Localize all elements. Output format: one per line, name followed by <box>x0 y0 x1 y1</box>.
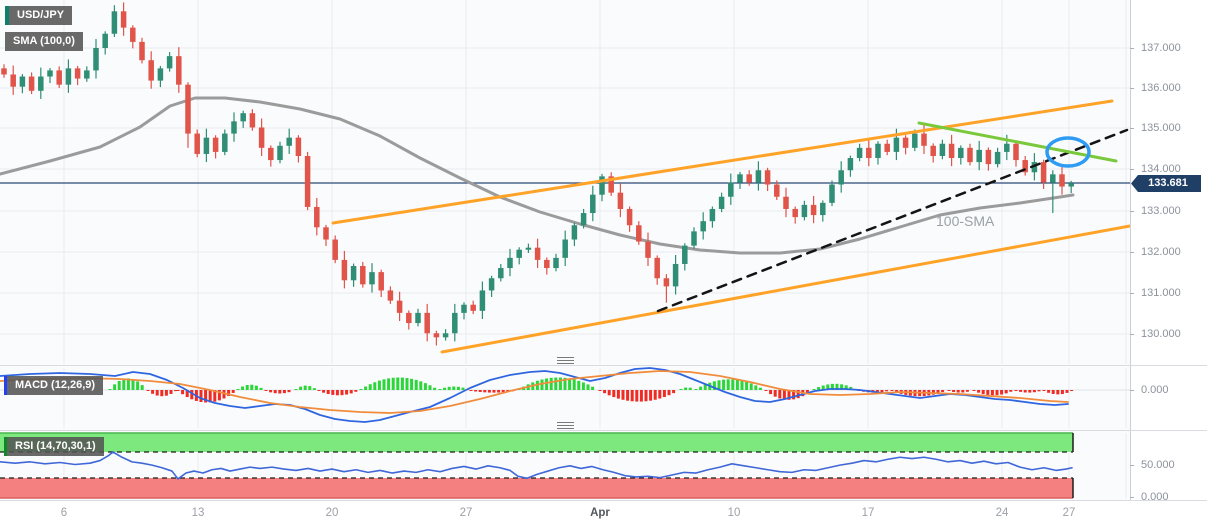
price-axis-label: 130.000 <box>1141 328 1181 340</box>
time-axis-label: Apr <box>590 507 610 519</box>
rsi-color-strip <box>4 437 7 456</box>
price-axis-label: 135.000 <box>1141 122 1181 134</box>
axis-tick <box>1130 293 1134 294</box>
axis-tick <box>1130 390 1134 391</box>
axis-tick <box>1130 48 1134 49</box>
price-axis-label: 133.000 <box>1141 205 1181 217</box>
symbol-label[interactable]: USD/JPY <box>9 6 73 25</box>
macd-color-strip <box>4 376 7 395</box>
pane-divider[interactable] <box>0 430 1207 431</box>
time-axis-label: 27 <box>1062 507 1076 519</box>
axis-tick <box>1130 465 1134 466</box>
last-price-tag: 133.681 <box>1131 175 1201 192</box>
time-axis-label: 20 <box>325 507 339 519</box>
pane-resize-handle[interactable] <box>557 422 574 429</box>
time-axis-label: 24 <box>995 507 1009 519</box>
time-axis-label: 17 <box>861 507 875 519</box>
axis-tick <box>1130 88 1134 89</box>
price-axis-label: 136.000 <box>1141 82 1181 94</box>
price-axis-label: 137.000 <box>1141 42 1181 54</box>
pane-divider[interactable] <box>0 365 1207 366</box>
axis-tick <box>1130 497 1134 498</box>
time-axis-label: 10 <box>727 507 741 519</box>
axis-tick <box>1130 252 1134 253</box>
time-axis-label: 27 <box>459 507 473 519</box>
chart-canvas[interactable] <box>0 0 1130 500</box>
symbol-color-strip <box>5 6 9 25</box>
macd-legend-label[interactable]: MACD (12,26,9) <box>7 376 104 395</box>
sma-legend-label[interactable]: SMA (100,0) <box>5 32 83 51</box>
macd-axis-label: 0.000 <box>1141 384 1169 396</box>
price-axis-label: 134.000 <box>1141 163 1181 175</box>
rsi-axis-label: 50.000 <box>1141 459 1175 471</box>
sma-annotation: 100-SMA <box>936 213 995 229</box>
price-axis-border <box>1130 0 1131 500</box>
price-axis-label: 132.000 <box>1141 246 1181 258</box>
rsi-legend-label[interactable]: RSI (14,70,30,1) <box>7 437 104 456</box>
axis-tick <box>1130 169 1134 170</box>
time-axis[interactable]: 6 13 20 27 Apr 10 17 24 27 <box>0 500 1207 526</box>
axis-tick <box>1130 334 1134 335</box>
axis-tick <box>1130 128 1134 129</box>
axis-tick <box>1130 211 1134 212</box>
price-axis-label: 131.000 <box>1141 287 1181 299</box>
time-axis-label: 6 <box>60 507 68 519</box>
time-axis-label: 13 <box>191 507 205 519</box>
pane-resize-handle[interactable] <box>557 357 574 364</box>
